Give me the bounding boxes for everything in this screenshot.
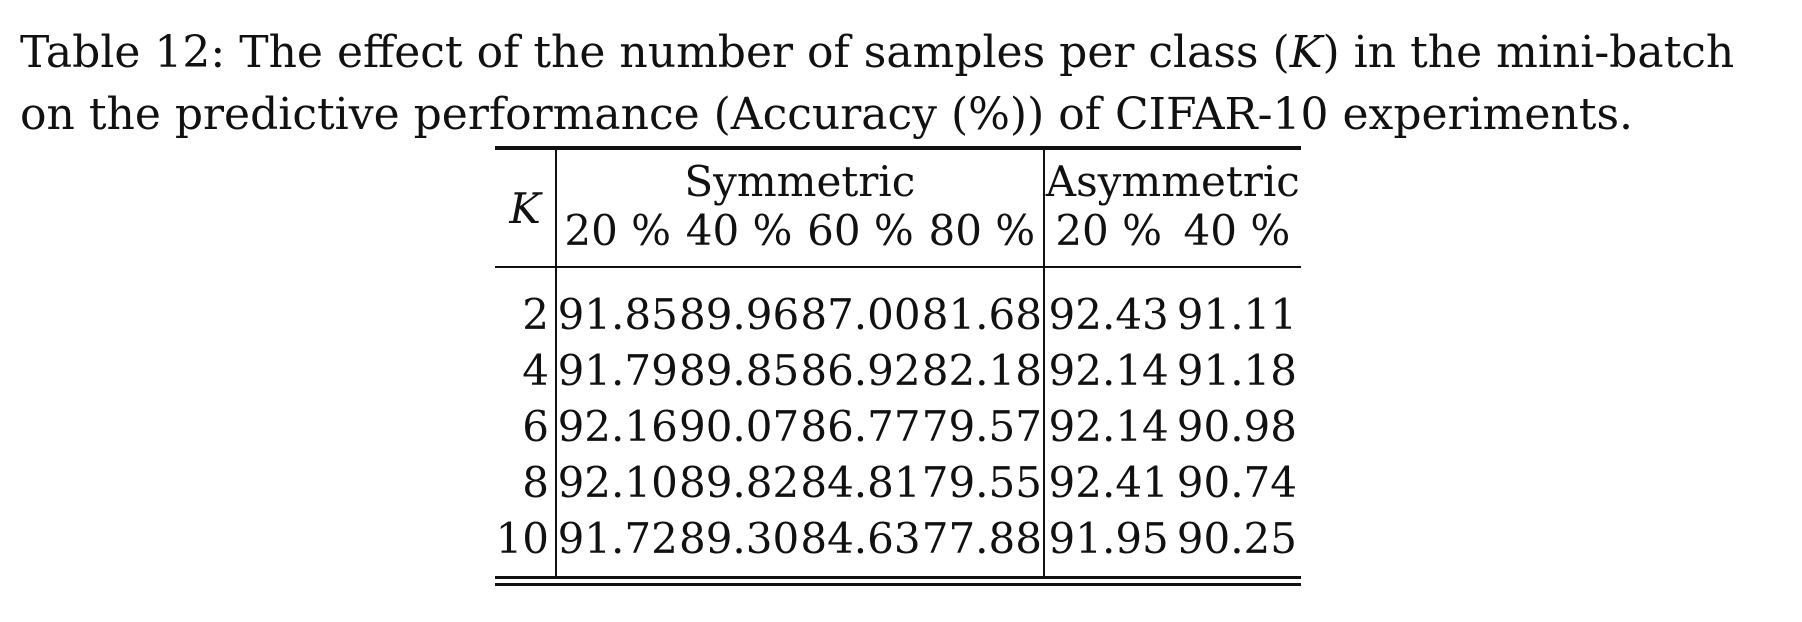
caption-line-1-suffix: ) in the mini-batch (1322, 27, 1735, 78)
table-cell: 92.14 (1048, 401, 1169, 451)
results-table-grid: K Symmetric Asymmetric 20 % 40 % 60 % 80… (495, 146, 1301, 586)
k-column-header: K (495, 150, 558, 267)
table-cell: 91.79 (557, 345, 678, 395)
table-cell: 90.25 (1176, 513, 1298, 563)
table-cell: 91.11 (1176, 289, 1298, 339)
sym-20-header: 20 % (564, 206, 672, 255)
table-row: 6 92.16 90.07 86.77 79.57 92.14 90.98 (495, 398, 1301, 454)
asymmetric-group-header: Asymmetric (1045, 157, 1300, 206)
caption-line-2: on the predictive performance (Accuracy … (20, 89, 1634, 140)
table-cell: 86.92 (800, 345, 921, 395)
table-cell: 91.85 (557, 289, 678, 339)
table-cell: 90.07 (678, 401, 800, 451)
table-cell: 91.95 (1048, 513, 1169, 563)
table-cell: 91.18 (1176, 345, 1298, 395)
table-cell: 92.10 (557, 457, 678, 507)
k-value: 8 (495, 454, 558, 510)
k-value: 10 (495, 510, 558, 566)
table-cell: 84.81 (800, 457, 921, 507)
table-cell: 92.14 (1048, 345, 1169, 395)
k-value: 4 (495, 342, 558, 398)
table-cell: 89.30 (678, 513, 800, 563)
table-cell: 77.88 (921, 510, 1045, 566)
asym-20-header: 20 % (1055, 206, 1163, 255)
table-cell: 87.00 (800, 289, 921, 339)
table-cell: 81.68 (921, 286, 1045, 342)
table-cell: 84.63 (800, 513, 921, 563)
table-row: 2 91.85 89.96 87.00 81.68 92.43 91.11 (495, 286, 1301, 342)
table-cell: 89.82 (678, 457, 800, 507)
table-row: 8 92.10 89.82 84.81 79.55 92.41 90.74 (495, 454, 1301, 510)
caption-k-variable: K (1289, 27, 1323, 78)
caption-line-1-prefix: Table 12: The effect of the number of sa… (20, 27, 1290, 78)
sym-80-header: 80 % (921, 206, 1045, 267)
table-cell: 79.57 (921, 398, 1045, 454)
table-cell: 82.18 (921, 342, 1045, 398)
sym-60-header: 60 % (807, 206, 914, 255)
bottom-rule (495, 576, 1301, 586)
table-row: 10 91.72 89.30 84.63 77.88 91.95 90.25 (495, 510, 1301, 566)
k-value: 2 (495, 286, 558, 342)
symmetric-group-header: Symmetric (556, 150, 1045, 206)
noise-rate-header-row: 20 % 40 % 60 % 80 % 20 % 40 % (495, 206, 1301, 267)
asym-40-header: 40 % (1183, 206, 1291, 255)
k-value: 6 (495, 398, 558, 454)
table-cell: 79.55 (921, 454, 1045, 510)
table-cell: 92.43 (1048, 289, 1169, 339)
table-cell: 89.85 (678, 345, 800, 395)
mid-rule (495, 266, 1301, 286)
sym-40-header: 40 % (685, 206, 793, 255)
table-row: 4 91.79 89.85 86.92 82.18 92.14 91.18 (495, 342, 1301, 398)
caption-line-1: Table 12: The effect of the number of sa… (20, 22, 1792, 84)
results-table: K Symmetric Asymmetric 20 % 40 % 60 % 80… (495, 146, 1301, 586)
table-cell: 86.77 (800, 401, 921, 451)
table-cell: 92.16 (557, 401, 678, 451)
group-header-row: K Symmetric Asymmetric (495, 150, 1301, 267)
table-cell: 90.98 (1176, 401, 1298, 451)
table-cell: 90.74 (1176, 457, 1298, 507)
table-caption: Table 12: The effect of the number of sa… (20, 22, 1792, 146)
table-cell: 91.72 (557, 513, 678, 563)
table-cell: 89.96 (678, 289, 800, 339)
table-cell: 92.41 (1048, 457, 1169, 507)
